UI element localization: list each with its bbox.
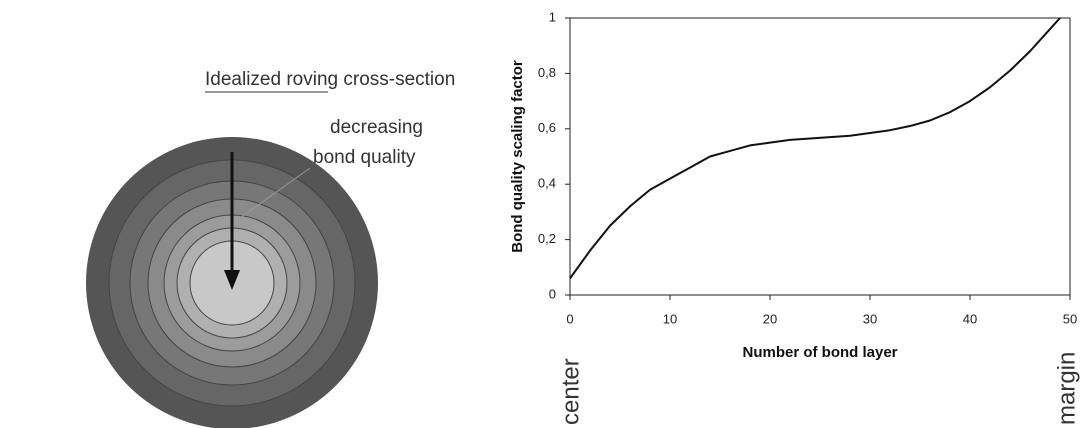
figure: Idealized roving cross-section decreasin… xyxy=(0,0,1091,428)
diagram-label: decreasing xyxy=(330,117,423,138)
cross-section-diagram: Idealized roving cross-section decreasin… xyxy=(86,69,455,428)
annotation: margin xyxy=(1053,352,1080,425)
y-tick-label: 0 xyxy=(549,286,556,301)
y-tick-label: 0,8 xyxy=(538,65,556,80)
y-tick-label: 0,2 xyxy=(538,231,556,246)
line xyxy=(570,18,1060,278)
y-tick-label: 0,4 xyxy=(538,176,556,191)
y-tick-label: 1 xyxy=(549,9,556,24)
y-axis-label: Bond quality scaling factor xyxy=(509,60,526,253)
annotation: center xyxy=(557,358,584,425)
x-tick-label: 20 xyxy=(763,311,777,326)
x-axis-label: Number of bond layer xyxy=(742,344,897,361)
diagram-label: bond quality xyxy=(313,147,416,168)
plot-frame xyxy=(570,18,1070,295)
x-tick-label: 0 xyxy=(566,311,573,326)
diagram-title: Idealized roving cross-section xyxy=(205,69,455,90)
x-tick-label: 10 xyxy=(663,311,677,326)
x-tick-label: 50 xyxy=(1063,311,1077,326)
x-tick-label: 30 xyxy=(863,311,877,326)
x-tick-label: 40 xyxy=(963,311,977,326)
y-tick-label: 0,6 xyxy=(538,120,556,135)
